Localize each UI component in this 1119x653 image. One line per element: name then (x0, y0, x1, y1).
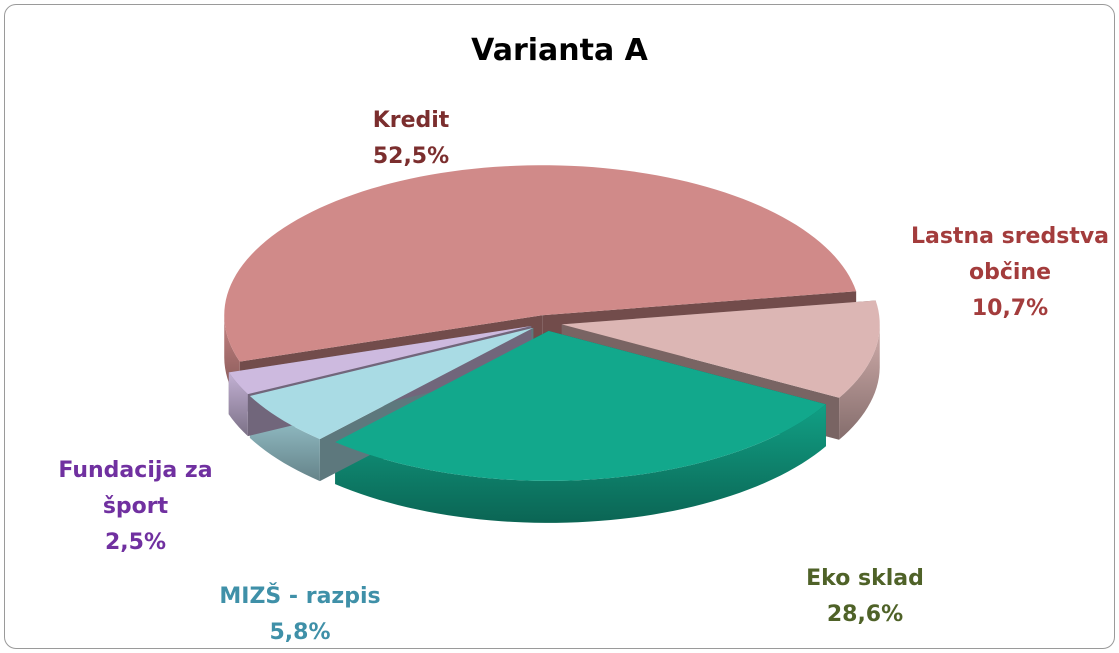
slice-outer-side (839, 325, 880, 440)
label-value: 10,7% (971, 296, 1049, 321)
label-name: Eko sklad (806, 566, 924, 591)
label-name: Lastna sredstva občine (910, 224, 1110, 285)
label-name: Kredit (372, 108, 450, 133)
slice-tops (224, 165, 880, 481)
slice (335, 330, 826, 481)
chart-title: Varianta A (471, 33, 648, 68)
label-name: MIZŠ - razpis (219, 584, 381, 609)
chart (224, 165, 880, 523)
label-name: Fundacija za šport (58, 458, 213, 519)
chart-card: Varianta A Kredit 52,5% Lastna sredstva ob… (4, 4, 1115, 649)
label-value: 5,8% (269, 620, 331, 645)
slice-outer-side (228, 372, 248, 437)
slice-outer-side (335, 404, 826, 523)
data-label: Eko sklad 28,6% (765, 561, 965, 633)
label-value: 28,6% (826, 602, 904, 627)
slice (561, 300, 880, 398)
label-value: 52,5% (372, 144, 450, 169)
data-label: Kredit 52,5% (301, 103, 521, 175)
data-label: Lastna sredstva občine 10,7% (900, 219, 1114, 327)
slice (224, 165, 857, 362)
label-value: 2,5% (104, 530, 166, 555)
slice (249, 327, 534, 440)
data-label: Fundacija za šport 2,5% (43, 453, 228, 561)
data-label: MIZŠ - razpis 5,8% (180, 579, 420, 648)
slice (228, 326, 532, 395)
